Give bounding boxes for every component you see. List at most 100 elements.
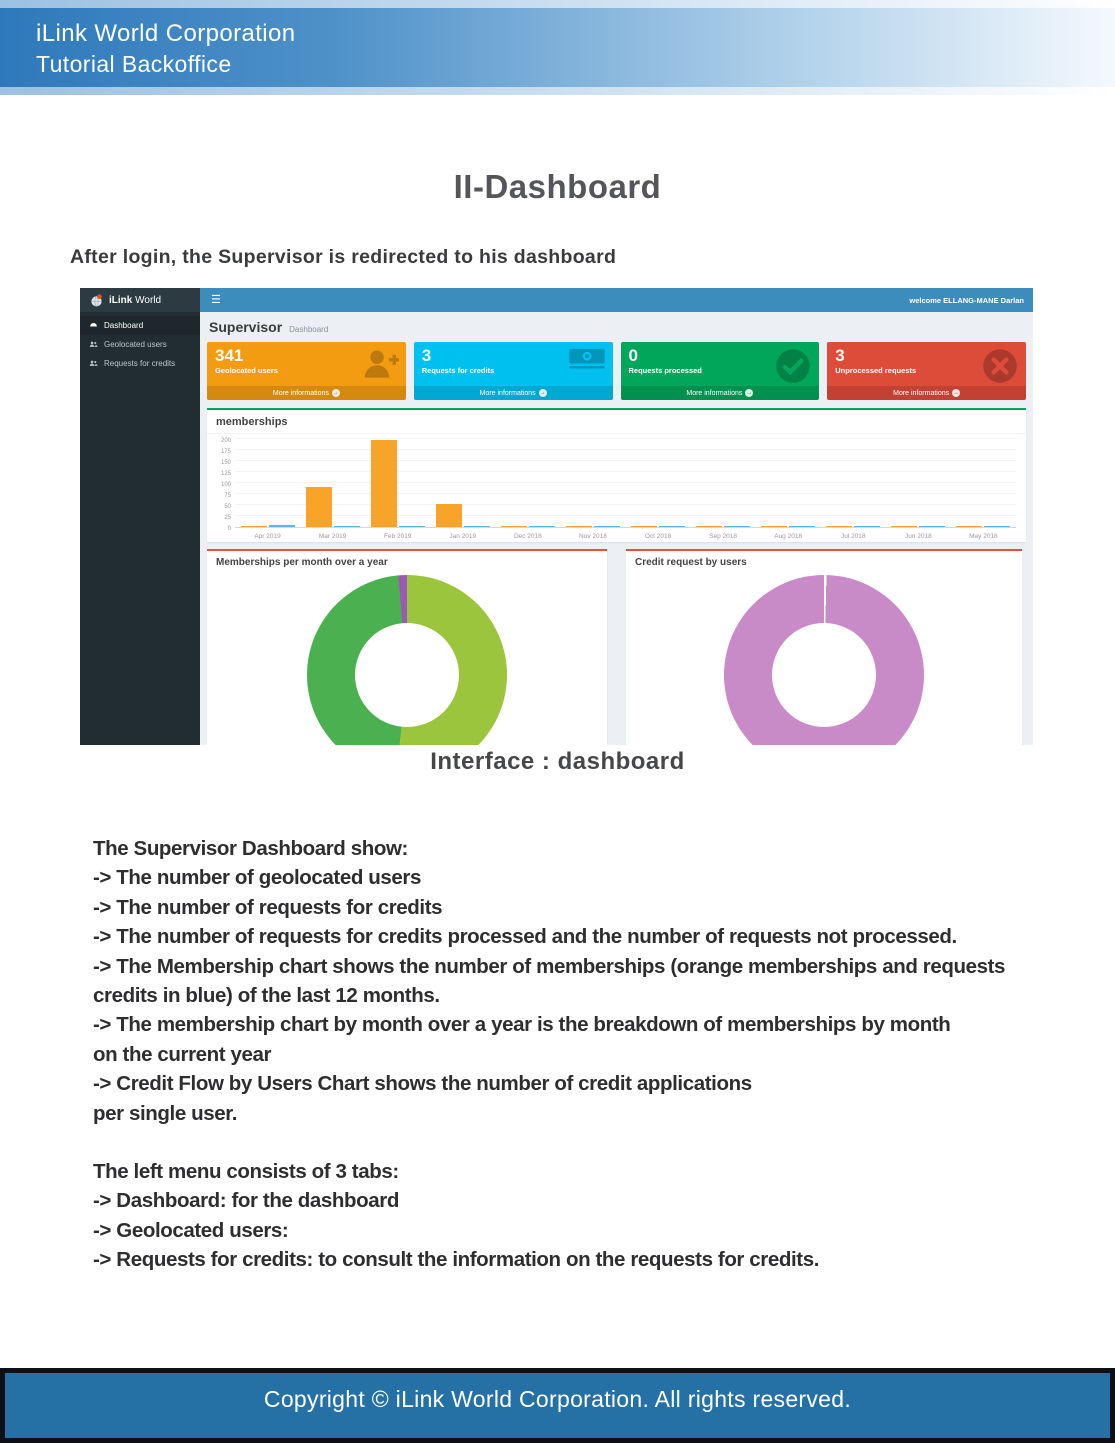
- stat-cards: 341 Geolocated users More informations → 3 Re…: [207, 342, 1026, 400]
- gridline: [235, 471, 1016, 472]
- bar-group-oct-2018: [625, 440, 690, 527]
- bar-group-jan-2019: [430, 440, 495, 527]
- paragraph-line: -> Geolocated users:: [93, 1218, 289, 1242]
- footer-text: Copyright © iLink World Corporation. All…: [263, 1386, 852, 1412]
- paragraph-line: -> The membership chart by month over a …: [93, 1013, 951, 1037]
- more-informations-link[interactable]: More informations →: [207, 386, 406, 400]
- stat-value: 3: [835, 346, 845, 365]
- memberships-bar: [500, 526, 527, 527]
- dashboard-icon: [89, 321, 98, 330]
- check-circle-icon: [774, 347, 812, 383]
- memberships-month-title: Memberships per month over a year: [216, 557, 388, 568]
- content-title: Supervisor: [209, 319, 283, 335]
- stat-card-geolocated-users: 341 Geolocated users More informations →: [207, 342, 406, 400]
- bar-group-aug-2018: [756, 440, 821, 527]
- screenshot-caption: Interface : dashboard: [430, 748, 685, 775]
- bar-group-jun-2018: [886, 440, 951, 527]
- stat-label: Requests processed: [628, 366, 702, 375]
- requests-credits-bar: [593, 526, 620, 527]
- memberships-plot: [235, 438, 1016, 528]
- stat-card-requests-for-credits: 3 Requests for credits More informations →: [413, 342, 613, 400]
- arrow-circle-icon: →: [745, 389, 754, 397]
- memberships-bar: [826, 526, 853, 527]
- bar-group-mar-2019: [300, 440, 365, 527]
- bar-group-apr-2019: [235, 440, 300, 527]
- x-axis-tick-label: Mar 2019: [318, 533, 347, 540]
- requests-credits-bar: [984, 526, 1011, 527]
- document-header: iLink World Corporation Tutorial Backoff…: [0, 0, 1115, 95]
- requests-credits-bar: [789, 526, 816, 527]
- content-heading: Supervisor Dashboard: [209, 319, 1024, 335]
- bar-group-feb-2019: [365, 440, 430, 527]
- app-topbar: iLink World ☰ welcome ELLANG-MANE Darlan: [80, 288, 1033, 312]
- y-axis-tick-label: 150: [220, 460, 231, 466]
- welcome-user[interactable]: welcome ELLANG-MANE Darlan: [909, 295, 1024, 305]
- bar-group-nov-2018: [560, 440, 625, 527]
- sidebar-item-requests-for-credits[interactable]: Requests for credits: [80, 354, 200, 373]
- stat-label: Unprocessed requests: [835, 366, 917, 375]
- sidebar-item-label: Dashboard: [104, 321, 144, 330]
- paragraph-2: The left menu consists of 3 tabs: -> Dash…: [93, 1157, 1058, 1275]
- sidebar-item-dashboard[interactable]: Dashboard: [80, 316, 200, 335]
- header-band: iLink World Corporation Tutorial Backoff…: [0, 8, 1115, 87]
- x-axis-tick-label: Feb 2019: [383, 533, 412, 540]
- sidebar-item-label: Geolocated users: [104, 340, 167, 349]
- money-icon: [568, 347, 606, 381]
- bar-groups: [235, 440, 1016, 527]
- stat-value: 341: [215, 346, 244, 365]
- gridline: [235, 504, 1016, 505]
- app-content: Supervisor Dashboard 341 Geolocated users…: [200, 312, 1033, 745]
- more-informations-link[interactable]: More informations →: [620, 386, 820, 400]
- x-axis-tick-label: Nov 2018: [579, 533, 607, 540]
- users-icon: [89, 340, 98, 349]
- bar-group-dec-2018: [495, 440, 560, 527]
- paragraph-line: -> The number of requests for credits: [93, 895, 443, 919]
- intro-text: After login, the Supervisor is redirecte…: [70, 246, 617, 268]
- more-informations-label: More informations: [272, 389, 329, 397]
- hamburger-icon[interactable]: ☰: [211, 294, 221, 306]
- y-axis-tick-label: 75: [224, 493, 231, 499]
- memberships-bar: [240, 526, 267, 527]
- memberships-xlabels: Apr 2019 Mar 2019 Feb 2019 Jan 2019 Dec 2018…: [235, 530, 1016, 542]
- y-axis-tick-label: 25: [224, 515, 231, 521]
- requests-credits-bar: [398, 526, 425, 527]
- x-axis-tick-label: May 2018: [969, 533, 998, 540]
- memberships-month-panel: Memberships per month over a year: [207, 549, 607, 745]
- x-axis-tick-label: Jun 2018: [904, 533, 932, 540]
- document-footer: Copyright © iLink World Corporation. All…: [0, 1368, 1115, 1443]
- header-line1: iLink World Corporation: [36, 20, 296, 47]
- requests-credits-bar: [919, 526, 946, 527]
- paragraph-line: -> Dashboard: for the dashboard: [93, 1189, 399, 1213]
- credit-donut-chart: [724, 575, 924, 745]
- memberships-panel-title: memberships: [207, 410, 1026, 434]
- paragraph-line: The left menu consists of 3 tabs:: [93, 1160, 399, 1184]
- app-sidebar: Dashboard Geolocated users Requests for cr…: [80, 312, 200, 745]
- more-informations-link[interactable]: More informations →: [827, 386, 1026, 400]
- arrow-circle-icon: →: [331, 389, 340, 397]
- paragraph-line: per single user.: [93, 1101, 237, 1125]
- credit-request-panel: Credit request by users: [626, 549, 1022, 745]
- paragraph-line: -> The Membership chart shows the number…: [93, 954, 1006, 978]
- globe-icon: [91, 293, 102, 307]
- paragraph-1: The Supervisor Dashboard show: -> The num…: [93, 834, 1058, 1128]
- breadcrumb: Dashboard: [289, 325, 329, 334]
- stat-value: 0: [628, 346, 638, 365]
- memberships-bar: [565, 526, 592, 527]
- arrow-circle-icon: →: [952, 389, 961, 397]
- memberships-bar: [370, 440, 397, 527]
- dashboard-screenshot: iLink World ☰ welcome ELLANG-MANE Darlan…: [80, 288, 1033, 745]
- bar-group-sep-2018: [691, 440, 756, 527]
- x-axis-tick-label: Jan 2019: [449, 533, 477, 540]
- bar-group-may-2018: [951, 440, 1016, 527]
- stat-label: Requests for credits: [421, 366, 495, 375]
- app-logo[interactable]: iLink World: [80, 288, 200, 312]
- paragraph-line: -> The number of requests for credits pr…: [93, 925, 957, 949]
- close-circle-icon: [981, 347, 1019, 383]
- y-axis-tick-label: 100: [220, 482, 231, 488]
- memberships-chart: Apr 2019 Mar 2019 Feb 2019 Jan 2019 Dec 2018…: [215, 438, 1018, 542]
- page-title: II-Dashboard: [453, 168, 662, 205]
- more-informations-link[interactable]: More informations →: [413, 386, 613, 400]
- sidebar-item-geolocated-users[interactable]: Geolocated users: [80, 335, 200, 354]
- paragraph-line: The Supervisor Dashboard show:: [93, 837, 408, 860]
- gridline: [235, 515, 1016, 516]
